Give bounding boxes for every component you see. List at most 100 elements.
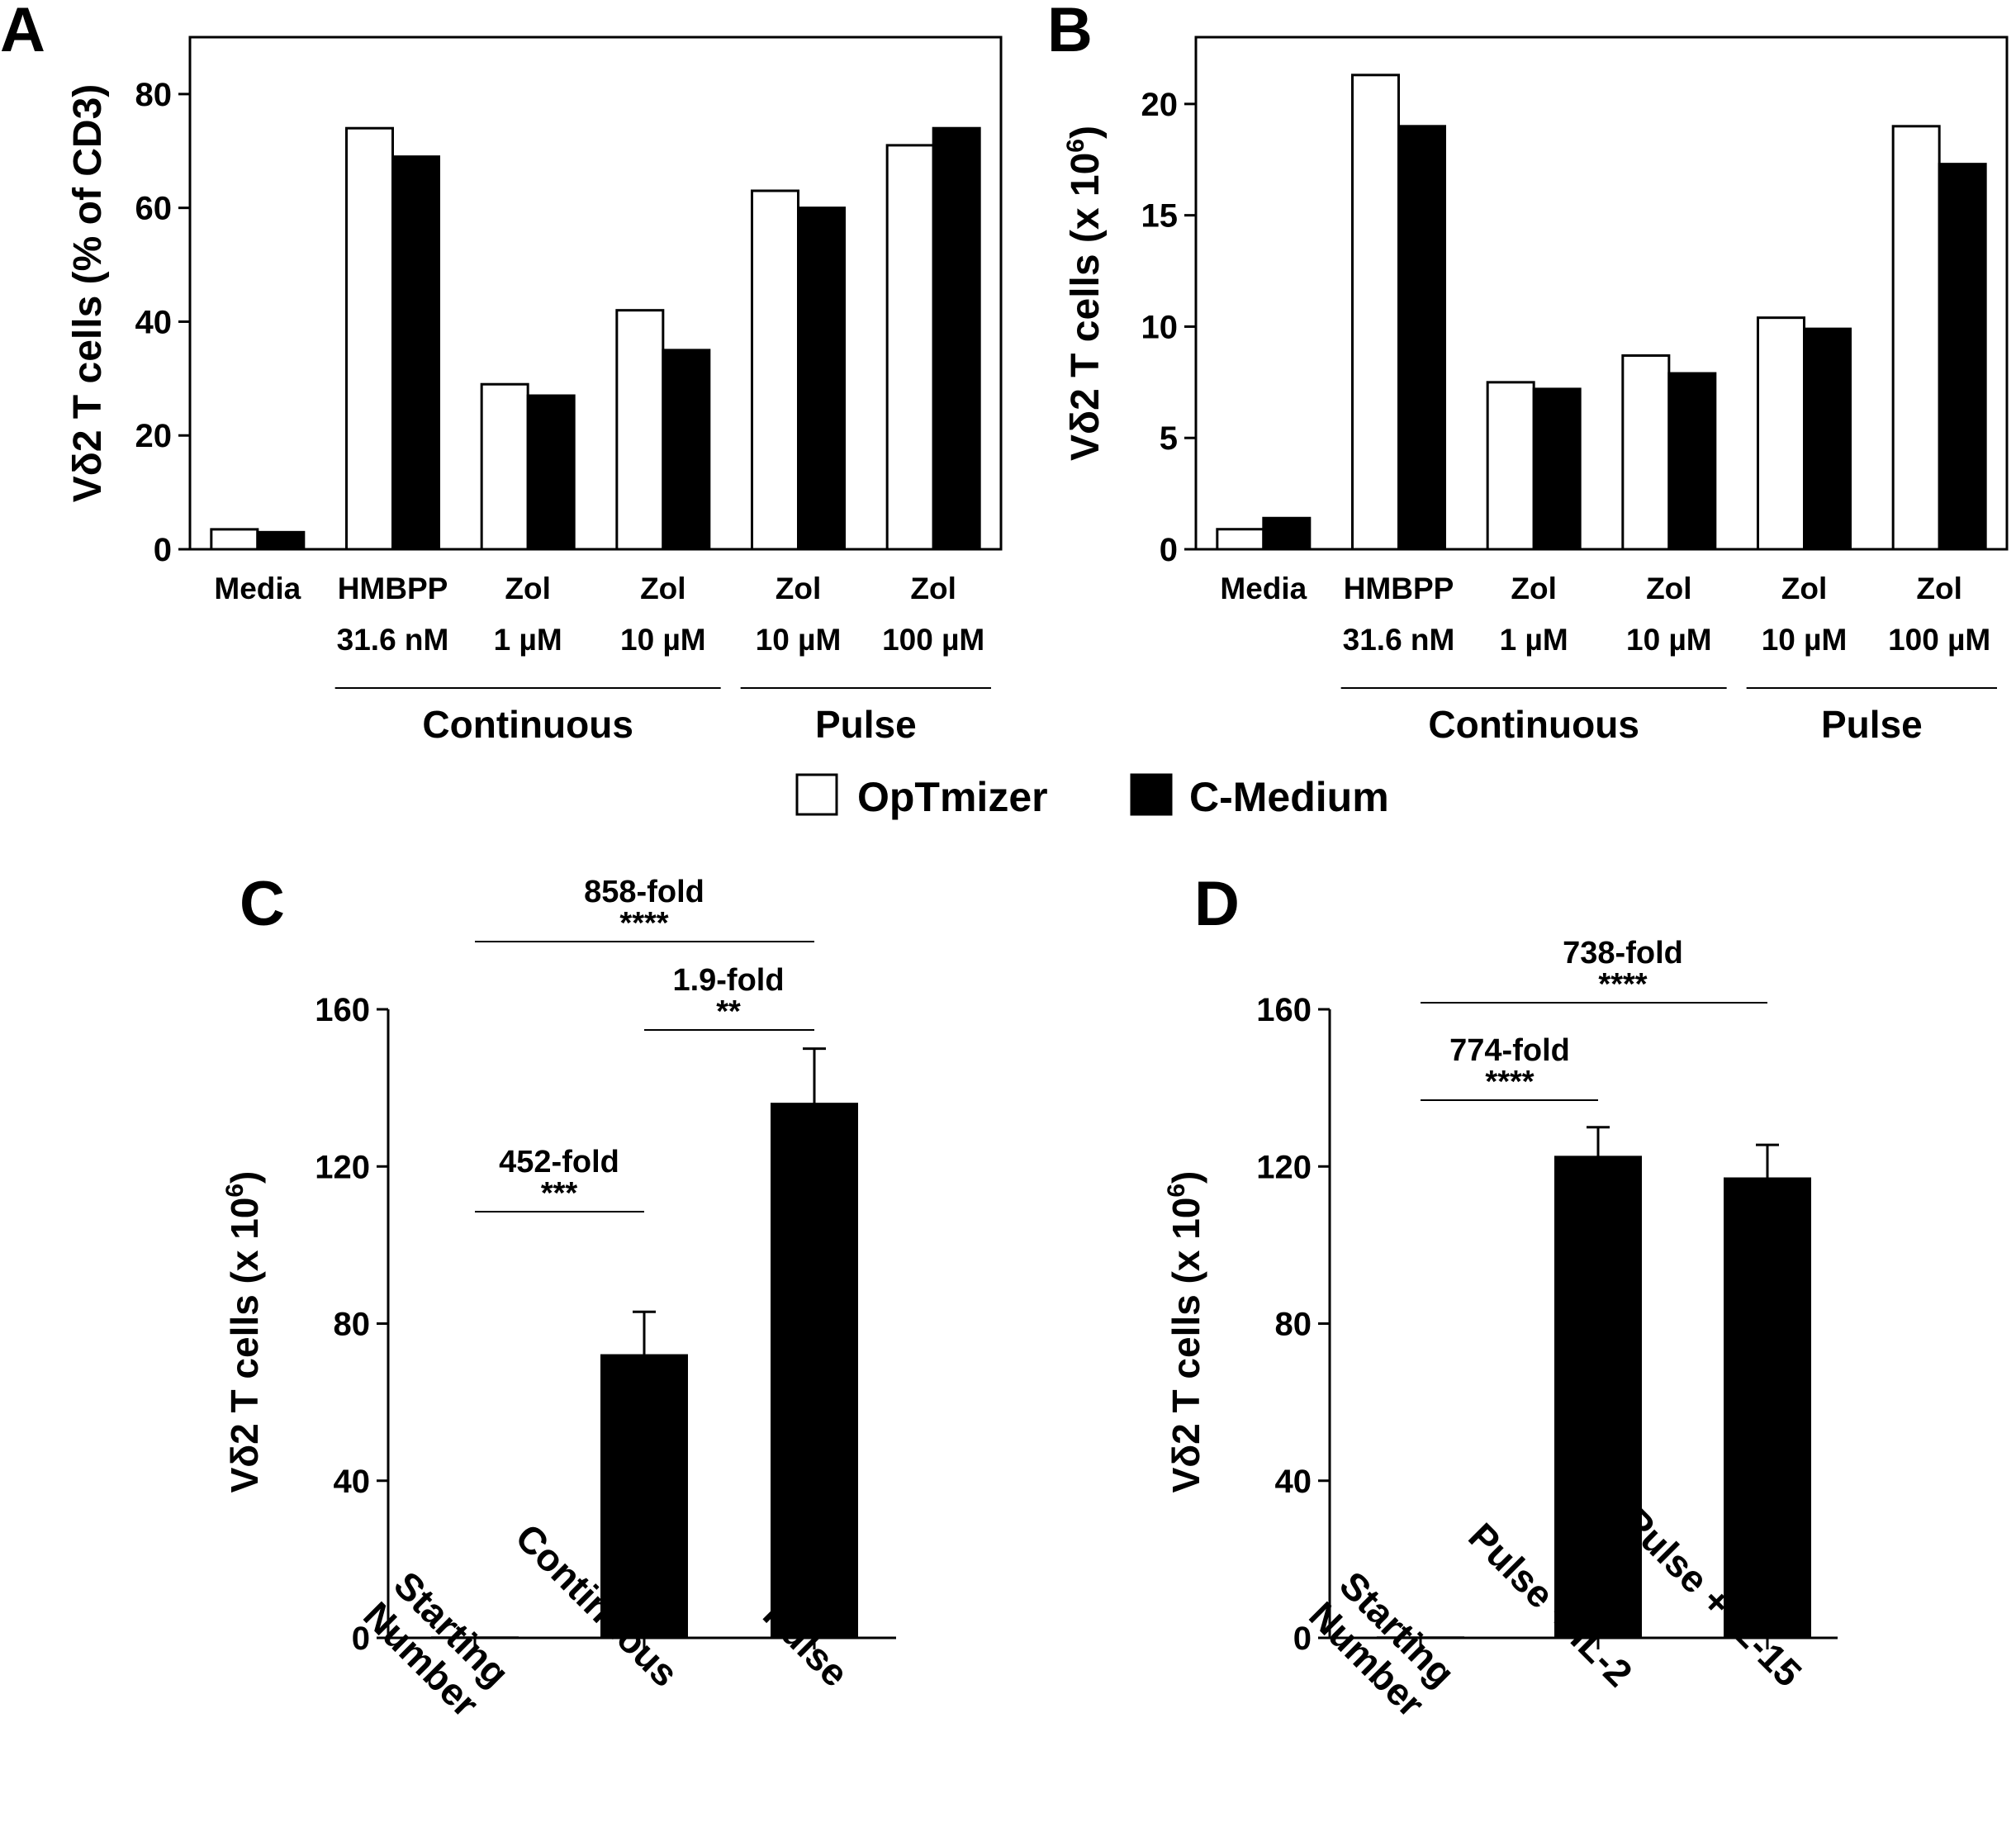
fold-change-label: 858-fold bbox=[584, 875, 704, 909]
group-label: Continuous bbox=[1428, 703, 1639, 746]
y-tick-label: 0 bbox=[1160, 532, 1178, 568]
bar-c-medium bbox=[391, 155, 440, 551]
y-tick-label: 10 bbox=[1141, 309, 1179, 345]
x-category-sublabel: 100 µM bbox=[1888, 623, 1990, 657]
bar bbox=[600, 1354, 688, 1640]
bar-c-medium bbox=[1667, 372, 1717, 551]
y-tick-label: 5 bbox=[1160, 420, 1178, 457]
bar-optmizer bbox=[345, 126, 394, 551]
y-tick-label: 80 bbox=[1275, 1307, 1312, 1343]
x-category-label: Zol bbox=[1916, 572, 1961, 605]
bar-c-medium bbox=[932, 126, 981, 551]
bar-optmizer bbox=[1621, 354, 1671, 551]
bar-c-medium bbox=[1397, 125, 1446, 551]
bar-optmizer bbox=[1891, 125, 1941, 551]
x-category-label: Zol bbox=[1511, 572, 1556, 605]
group-label: Pulse bbox=[1821, 703, 1923, 746]
panel-letter: B bbox=[1047, 0, 1093, 65]
bar-c-medium bbox=[526, 394, 576, 551]
x-category-label: Zol bbox=[1781, 572, 1827, 605]
panel-a: A 0 20 40 60 80 Vδ2 T cells (% of CD3) Media HMB… bbox=[0, 0, 1003, 746]
bar-optmizer bbox=[210, 528, 259, 551]
bar-c-medium bbox=[1803, 327, 1852, 551]
x-category-label: Zol bbox=[505, 572, 550, 605]
x-category-label: StartingNumber bbox=[355, 1563, 518, 1725]
group-label: Continuous bbox=[422, 703, 633, 746]
x-category-label: HMBPP bbox=[338, 572, 448, 605]
y-tick-label: 60 bbox=[135, 191, 173, 227]
x-category-label: Zol bbox=[910, 572, 956, 605]
bar bbox=[1554, 1156, 1642, 1639]
panel-letter: C bbox=[240, 869, 285, 939]
bar bbox=[431, 1636, 519, 1640]
legend-label-optmizer: OpTmizer bbox=[857, 774, 1048, 820]
x-category-label: HMBPP bbox=[1344, 572, 1454, 605]
x-category-sublabel: 1 µM bbox=[1500, 623, 1568, 657]
bar-c-medium bbox=[1532, 387, 1582, 551]
y-tick-label: 20 bbox=[1141, 87, 1179, 123]
fold-change-label: 452-fold bbox=[499, 1145, 619, 1179]
legend-swatch-c-medium bbox=[1130, 773, 1173, 816]
y-axis-title: Vδ2 T cells (% of CD3) bbox=[66, 84, 110, 503]
group-label: Pulse bbox=[815, 703, 917, 746]
bar-optmizer bbox=[1216, 528, 1265, 551]
x-category-sublabel: 10 µM bbox=[1626, 623, 1712, 657]
x-category-sublabel: 1 µM bbox=[494, 623, 562, 657]
y-axis-title: Vδ2 T cells (x 106) bbox=[1062, 126, 1108, 461]
y-tick-label: 15 bbox=[1141, 198, 1179, 235]
x-category-label: Zol bbox=[776, 572, 821, 605]
y-tick-label: 160 bbox=[1256, 992, 1312, 1028]
y-tick-label: 120 bbox=[1256, 1149, 1312, 1185]
bar-c-medium bbox=[1262, 516, 1312, 551]
y-tick-label: 0 bbox=[1293, 1621, 1312, 1657]
y-tick-label: 120 bbox=[315, 1149, 370, 1185]
x-category-sublabel: 10 µM bbox=[1762, 623, 1848, 657]
bar-optmizer bbox=[480, 382, 529, 551]
bar-c-medium bbox=[797, 206, 846, 551]
bar bbox=[1724, 1177, 1811, 1640]
panel-b: B 0 5 10 15 20 Vδ2 T cells (x 106) Media HMBPP 31… bbox=[1047, 0, 2009, 746]
legend-label-c-medium: C-Medium bbox=[1189, 774, 1389, 820]
x-category-sublabel: 31.6 nM bbox=[337, 623, 449, 657]
bar bbox=[1377, 1636, 1464, 1640]
significance-stars: **** bbox=[619, 906, 668, 941]
bar-optmizer bbox=[1351, 74, 1400, 551]
plot-frame bbox=[188, 36, 1003, 551]
panel-d: D 0 40 80 120 160 Vδ2 T cells (x 106) StartingN… bbox=[1163, 869, 1838, 1725]
x-category-sublabel: 10 µM bbox=[620, 623, 706, 657]
bar bbox=[771, 1103, 858, 1639]
significance-stars: ** bbox=[716, 994, 741, 1029]
fold-change-label: 738-fold bbox=[1563, 936, 1683, 970]
bar-c-medium bbox=[256, 530, 306, 551]
y-axis-title: Vδ2 T cells (x 106) bbox=[221, 1171, 266, 1493]
x-category-sublabel: 10 µM bbox=[756, 623, 842, 657]
panel-c: C 0 40 80 120 160 Vδ2 T cells (x 106) StartingN… bbox=[221, 869, 896, 1725]
plot-frame bbox=[1194, 36, 2009, 551]
y-tick-label: 40 bbox=[135, 304, 173, 340]
y-tick-label: 160 bbox=[315, 992, 370, 1028]
significance-stars: **** bbox=[1485, 1065, 1534, 1099]
fold-change-label: 1.9-fold bbox=[672, 963, 784, 998]
y-axis-title: Vδ2 T cells (x 106) bbox=[1163, 1171, 1207, 1493]
bar-optmizer bbox=[1757, 316, 1805, 551]
bar-optmizer bbox=[1486, 381, 1535, 551]
legend-swatch-optmizer bbox=[795, 773, 838, 816]
x-category-label: Media bbox=[1220, 572, 1307, 605]
y-tick-label: 40 bbox=[334, 1464, 371, 1500]
legend: OpTmizer C-Medium bbox=[795, 773, 1389, 820]
x-category-sublabel: 31.6 nM bbox=[1343, 623, 1455, 657]
x-category-label: Media bbox=[214, 572, 301, 605]
significance-stars: **** bbox=[1598, 967, 1647, 1002]
panel-letter: A bbox=[0, 0, 45, 65]
bar-optmizer bbox=[615, 309, 665, 551]
fold-change-label: 774-fold bbox=[1449, 1033, 1570, 1068]
y-tick-label: 0 bbox=[352, 1621, 370, 1657]
bar-optmizer bbox=[751, 189, 799, 551]
bar-c-medium bbox=[1938, 163, 1987, 551]
x-category-label: Zol bbox=[1646, 572, 1691, 605]
bar-optmizer bbox=[885, 144, 935, 551]
y-tick-label: 40 bbox=[1275, 1464, 1312, 1500]
y-tick-label: 80 bbox=[334, 1307, 371, 1343]
panel-letter: D bbox=[1194, 869, 1240, 939]
